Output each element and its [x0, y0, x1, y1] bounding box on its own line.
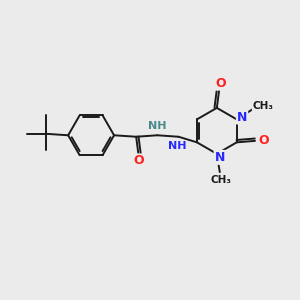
Text: O: O: [133, 154, 144, 167]
Text: O: O: [215, 77, 226, 90]
Text: NH: NH: [168, 141, 186, 151]
Text: O: O: [258, 134, 268, 147]
Text: CH₃: CH₃: [211, 175, 232, 185]
Text: CH₃: CH₃: [253, 101, 274, 111]
Text: N: N: [214, 151, 225, 164]
Text: NH: NH: [148, 122, 166, 131]
Text: N: N: [237, 110, 247, 124]
